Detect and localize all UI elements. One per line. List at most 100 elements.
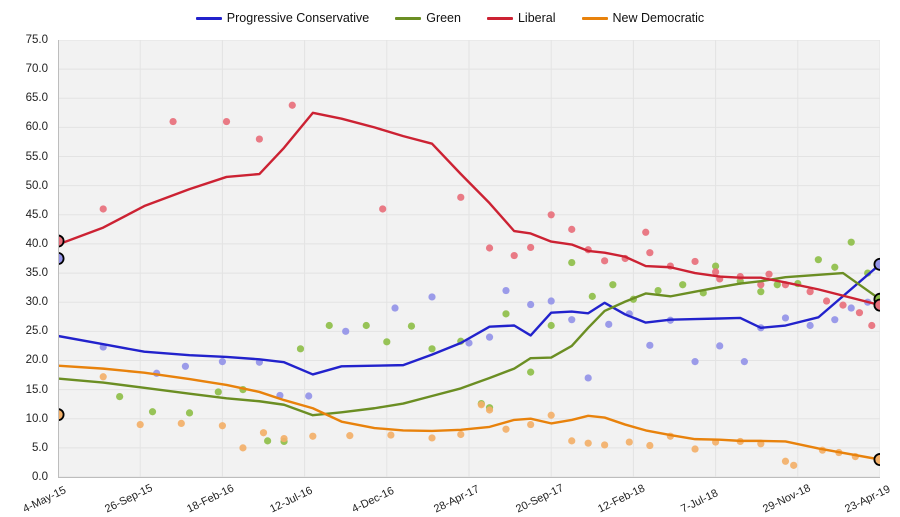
x-axis-tick-text: 28-Apr-17 (432, 483, 482, 516)
y-axis-tick-label: 60.0 (25, 121, 48, 134)
scatter-point (547, 411, 555, 419)
legend-item-progressive-conservative[interactable]: Progressive Conservative (195, 10, 370, 25)
x-axis-tick-text: 26-Sep-15 (103, 482, 155, 516)
scatter-point (259, 429, 268, 437)
y-axis-tick-label: 55.0 (25, 150, 48, 163)
legend-label: Progressive Conservative (226, 10, 370, 25)
x-axis-tick-text: 29-Nov-18 (760, 482, 813, 516)
scatter-point (181, 362, 190, 370)
legend-swatch-icon (195, 16, 222, 20)
scatter-point (99, 205, 107, 213)
scatter-point (214, 388, 222, 396)
x-axis-tick-text: 12-Feb-18 (596, 482, 648, 516)
legend-swatch-icon (395, 16, 422, 20)
scatter-point (605, 320, 613, 328)
scatter-point (485, 244, 494, 252)
scatter-point (568, 437, 576, 445)
scatter-point (679, 281, 687, 289)
scatter-point (288, 101, 296, 109)
x-axis-tick-text: 4-Dec-16 (349, 484, 396, 516)
scatter-point (185, 409, 194, 417)
scatter-point (428, 434, 436, 442)
scatter-point (280, 434, 288, 443)
scatter-point (712, 268, 720, 276)
endpoint-marker-start-progressive-conservative[interactable] (58, 252, 65, 265)
scatter-point (831, 263, 839, 271)
endpoint-marker-start-new-democratic[interactable] (58, 408, 65, 422)
scatter-point (547, 297, 555, 305)
scatter-point (757, 281, 765, 289)
y-axis-tick-label: 45.0 (25, 208, 48, 221)
x-axis-tick-text: 23-Apr-19 (843, 483, 893, 516)
endpoint-marker-end-new-democratic[interactable] (873, 453, 880, 467)
series-line-new-democratic[interactable] (58, 364, 880, 461)
scatter-point (691, 257, 699, 266)
scatter-point (457, 430, 465, 439)
scatter-point (99, 373, 107, 381)
series-lines (58, 111, 880, 461)
scatter-point (116, 392, 124, 401)
gridlines (58, 40, 880, 477)
endpoint-markers (58, 234, 880, 467)
scatter-point (568, 225, 576, 233)
scatter-point (601, 257, 609, 265)
endpoint-marker-end-liberal[interactable] (873, 298, 880, 312)
y-axis-tick-label: 50.0 (25, 179, 48, 192)
series-line-progressive-conservative[interactable] (58, 263, 880, 376)
scatter-point (239, 444, 247, 452)
legend-item-new-democratic[interactable]: New Democratic (581, 10, 705, 25)
y-axis-line (58, 40, 59, 477)
legend-item-green[interactable]: Green (395, 12, 461, 25)
scatter-point (806, 288, 814, 296)
scatter-point (362, 321, 370, 330)
y-axis-tick-label: 75.0 (25, 34, 48, 46)
series-line-green[interactable] (58, 271, 880, 417)
y-axis-tick-label: 70.0 (25, 63, 48, 76)
scatter-point (781, 314, 790, 322)
scatter-point (847, 238, 855, 246)
scatter-point (868, 321, 876, 330)
scatter-point (691, 445, 699, 453)
series-line-liberal[interactable] (58, 111, 880, 307)
y-axis-tick-label: 15.0 (25, 383, 48, 396)
y-axis-tick-label: 20.0 (25, 354, 48, 367)
scatter-point (527, 300, 535, 309)
scatter-point (646, 249, 654, 257)
scatter-point (264, 437, 272, 445)
scatter-point (457, 193, 465, 201)
endpoint-marker-end-progressive-conservative[interactable] (873, 257, 880, 271)
x-axis-line (58, 477, 880, 478)
scatter-point (781, 457, 790, 465)
scatter-point (296, 345, 305, 353)
endpoint-marker-start-liberal[interactable] (58, 234, 65, 248)
scatter-point (609, 281, 617, 289)
x-axis-tick-text: 20-Sep-17 (514, 482, 566, 516)
scatter-point (527, 420, 535, 429)
scatter-point (806, 321, 814, 330)
scatter-point (654, 286, 662, 295)
scatter-point (342, 327, 350, 335)
scatter-point (831, 316, 839, 324)
scatter-point (527, 243, 535, 252)
y-axis-tick-label: 10.0 (25, 412, 48, 425)
x-axis-tick-text: 18-Feb-16 (185, 482, 237, 516)
scatter-point (346, 432, 354, 440)
scatter-point (502, 286, 510, 295)
scatter-point (407, 322, 416, 330)
scatter-point (465, 339, 473, 347)
legend-label: New Democratic (612, 10, 705, 25)
scatter-point (716, 342, 724, 350)
scatter-point (169, 117, 177, 126)
legend-swatch-icon (581, 16, 608, 20)
y-axis-tick-label: 25.0 (25, 325, 48, 338)
scatter-point (839, 301, 847, 309)
y-axis-tick-label: 65.0 (25, 92, 48, 105)
x-axis: 4-May-15 26-Sep-15 18-Feb-16 12-Jul-16 4-Dec… (21, 477, 892, 517)
scatter-point (642, 228, 650, 236)
scatter-point (584, 374, 592, 382)
scatter-point (379, 205, 387, 213)
scatter-point (765, 270, 773, 278)
legend-item-liberal[interactable]: Liberal (486, 12, 556, 25)
scatter-point (428, 293, 436, 301)
y-axis-tick-label: 0.0 (32, 471, 48, 483)
